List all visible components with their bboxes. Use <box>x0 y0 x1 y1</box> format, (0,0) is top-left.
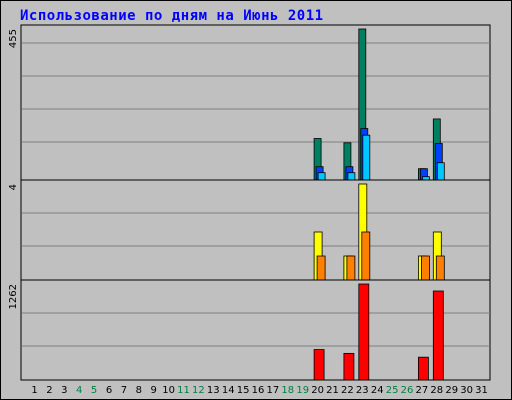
x-tick-label-day-6: 6 <box>106 385 112 396</box>
chart-title: Использование по дням на Июнь 2011 <box>20 8 324 24</box>
y-max-label-1: 455 <box>8 29 19 48</box>
x-tick-label-day-13: 13 <box>207 385 220 396</box>
x-tick-label-day-26: 26 <box>401 385 414 396</box>
x-tick-label-day-7: 7 <box>121 385 127 396</box>
x-tick-label-day-15: 15 <box>237 385 250 396</box>
x-tick-label-day-9: 9 <box>151 385 157 396</box>
x-tick-label-day-20: 20 <box>311 385 324 396</box>
x-tick-label-day-2: 2 <box>46 385 52 396</box>
x-tick-label-day-10: 10 <box>162 385 175 396</box>
bar-panel1-series3-day22 <box>347 172 356 181</box>
bar-panel3-series1-day23 <box>358 283 370 381</box>
bar-panel3-series1-day20 <box>313 349 325 381</box>
bar-panel3-series1-day22 <box>343 352 355 381</box>
bar-panel2-series2-day23 <box>361 231 371 281</box>
bar-panel1-series3-day28 <box>436 162 445 181</box>
x-tick-label-day-24: 24 <box>371 385 384 396</box>
x-tick-label-day-14: 14 <box>222 385 235 396</box>
x-tick-label-day-16: 16 <box>252 385 265 396</box>
plot-area <box>20 24 491 381</box>
x-tick-label-day-25: 25 <box>386 385 399 396</box>
x-tick-label-day-17: 17 <box>267 385 280 396</box>
bar-panel2-series2-day20 <box>316 255 326 281</box>
x-tick-label-day-22: 22 <box>341 385 354 396</box>
bar-panel2-series2-day22 <box>346 255 356 281</box>
x-tick-label-day-1: 1 <box>31 385 37 396</box>
x-tick-label-day-28: 28 <box>430 385 443 396</box>
x-tick-label-day-30: 30 <box>460 385 473 396</box>
x-tick-label-day-11: 11 <box>177 385 190 396</box>
bar-panel2-series2-day27 <box>420 255 430 281</box>
bar-panel2-series2-day28 <box>435 255 445 281</box>
bar-panel3-series1-day28 <box>432 290 444 381</box>
x-tick-label-day-31: 31 <box>475 385 488 396</box>
y-max-label-3: 1262 <box>8 284 19 309</box>
x-tick-label-day-8: 8 <box>136 385 142 396</box>
bar-panel1-series3-day23 <box>362 134 371 181</box>
bar-panel1-series3-day20 <box>317 172 326 181</box>
x-tick-label-day-3: 3 <box>61 385 67 396</box>
x-tick-label-day-18: 18 <box>281 385 294 396</box>
y-max-label-2: 4 <box>8 184 19 190</box>
x-tick-label-day-4: 4 <box>76 385 82 396</box>
x-tick-label-day-23: 23 <box>356 385 369 396</box>
x-tick-label-day-29: 29 <box>445 385 458 396</box>
x-tick-label-day-12: 12 <box>192 385 205 396</box>
x-tick-label-day-5: 5 <box>91 385 97 396</box>
x-tick-label-day-19: 19 <box>296 385 309 396</box>
x-tick-label-day-21: 21 <box>326 385 339 396</box>
bar-panel3-series1-day27 <box>417 356 429 381</box>
x-tick-label-day-27: 27 <box>416 385 429 396</box>
